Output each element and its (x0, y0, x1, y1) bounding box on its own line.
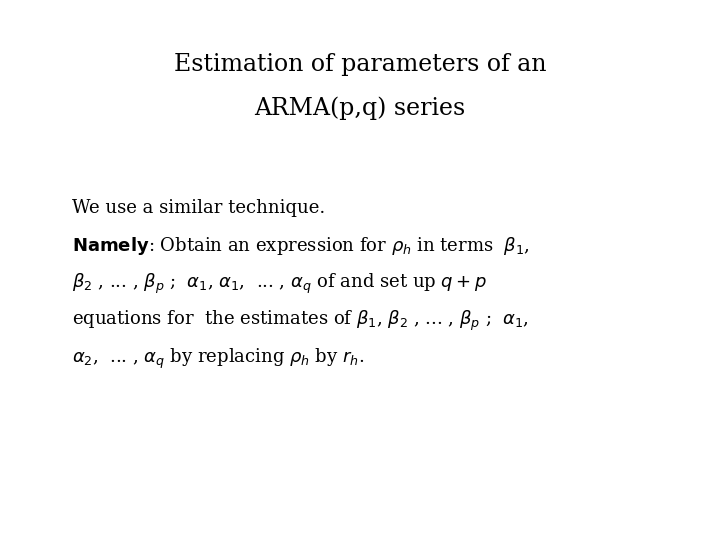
Text: $\beta_2$ , ... , $\beta_p$ ;  $\alpha_1$, $\alpha_1$,  ... , $\alpha_q$ of and : $\beta_2$ , ... , $\beta_p$ ; $\alpha_1$… (72, 272, 487, 295)
Text: We use a similar technique.: We use a similar technique. (72, 199, 325, 217)
Text: Estimation of parameters of an: Estimation of parameters of an (174, 53, 546, 76)
Text: ARMA(p,q) series: ARMA(p,q) series (254, 96, 466, 120)
Text: $\mathbf{Namely}$: Obtain an expression for $\rho_h$ in terms  $\beta_1$,: $\mathbf{Namely}$: Obtain an expression … (72, 235, 530, 256)
Text: $\alpha_2$,  ... , $\alpha_q$ by replacing $\rho_h$ by $r_h$.: $\alpha_2$, ... , $\alpha_q$ by replacin… (72, 347, 364, 371)
Text: equations for  the estimates of $\beta_1$, $\beta_2$ , ... , $\beta_p$ ;  $\alph: equations for the estimates of $\beta_1$… (72, 309, 529, 333)
